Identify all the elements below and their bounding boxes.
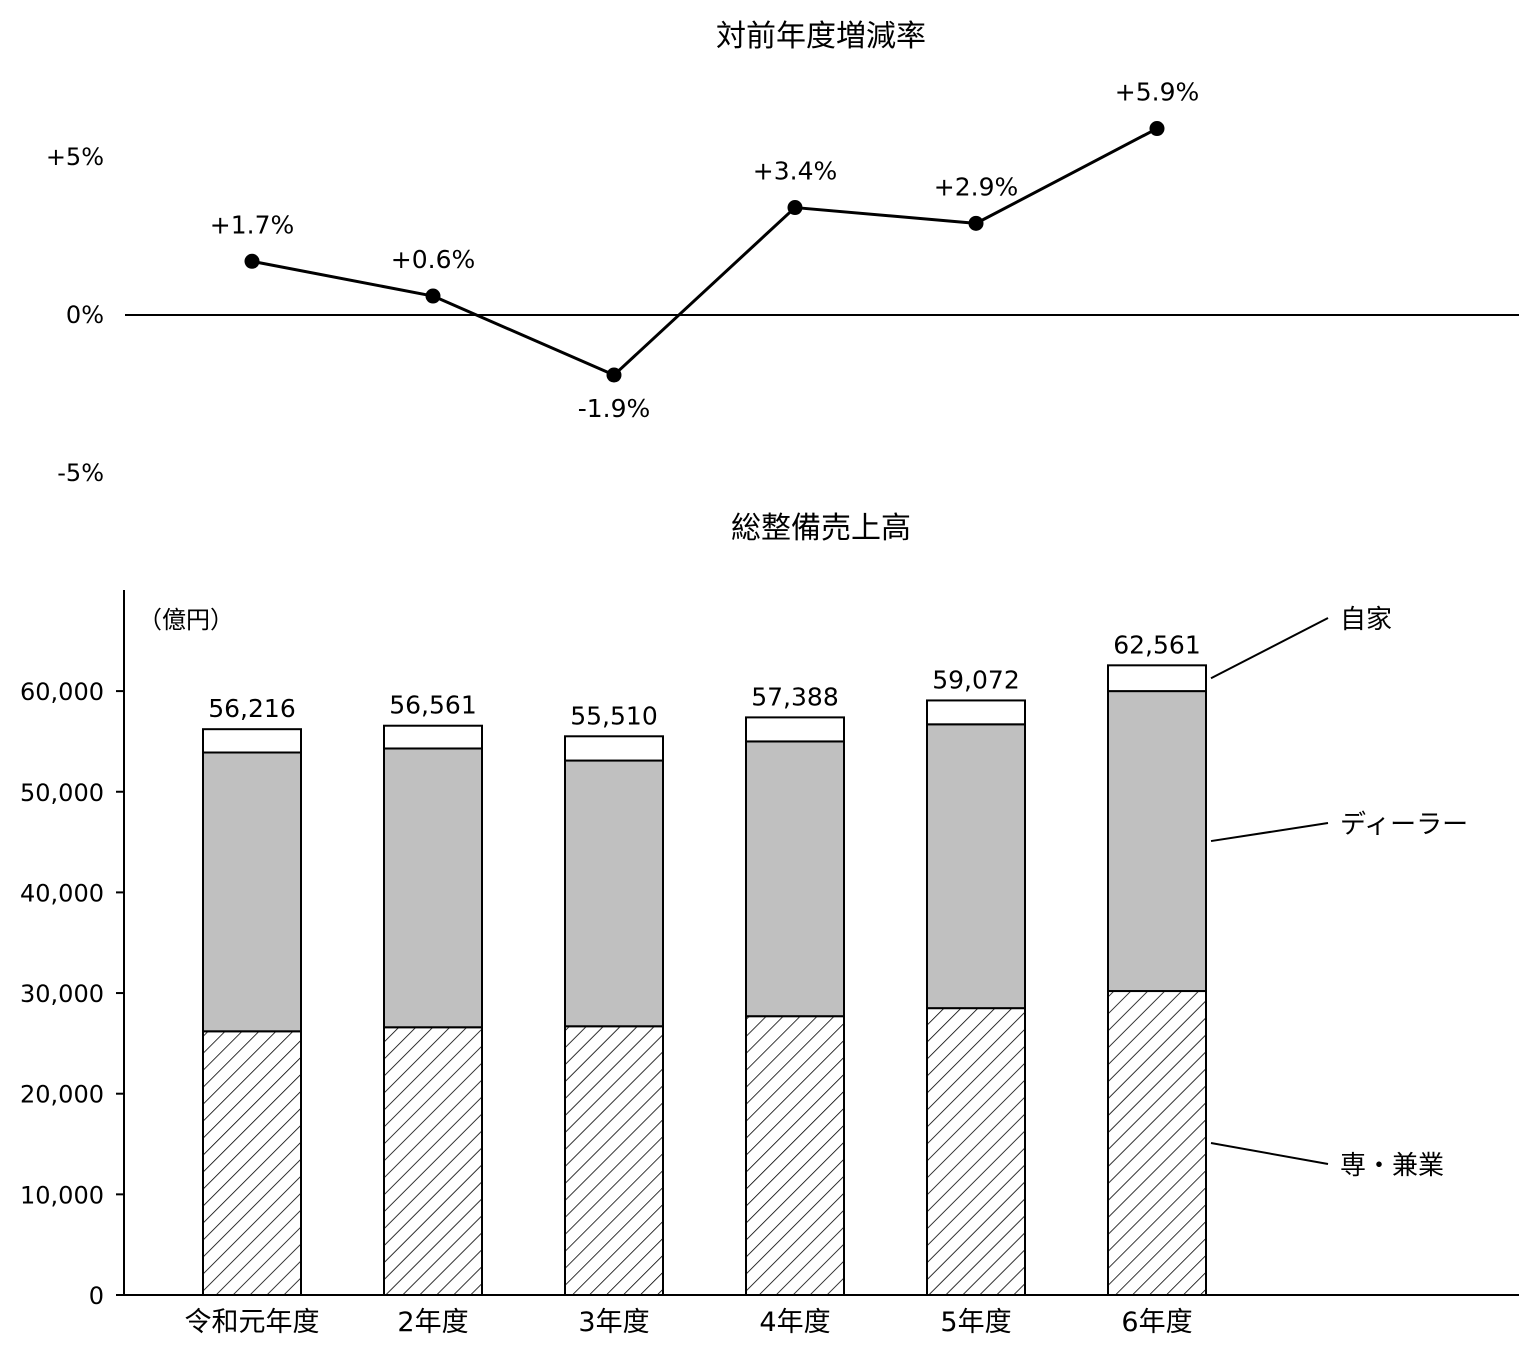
growth-rate-data-label: +0.6%: [391, 245, 475, 274]
sales-total-label: 56,216: [208, 694, 295, 723]
growth-rate-line: [251, 127, 1158, 377]
sales-bars: [202, 664, 1207, 1297]
sales-bar-segment-senken: [926, 1007, 1026, 1297]
growth-rate-y-tick-label: 0%: [66, 301, 104, 329]
sales-y-tick-label: 40,000: [20, 879, 104, 907]
sales-y-tick-label: 0: [89, 1282, 104, 1310]
growth-rate-point: [606, 367, 622, 383]
sales-bar-segment-dealer: [926, 723, 1026, 1010]
sales-y-tick-label: 60,000: [20, 678, 104, 706]
sales-legend-label: ディーラー: [1340, 810, 1468, 840]
growth-rate-y-tick-label: -5%: [57, 459, 104, 487]
growth-rate-data-label: +3.4%: [753, 157, 837, 186]
sales-bar-segment-dealer: [564, 759, 664, 1028]
sales-chart: 総整備売上高 （億円） 0 10,000 20,000 30,000 40,000 50,…: [20, 511, 1519, 1338]
sales-legend-label: 専・兼業: [1340, 1151, 1444, 1181]
sales-total-label: 55,510: [570, 701, 657, 730]
sales-legend: 専・兼業 ディーラー 自家: [1210, 605, 1468, 1181]
sales-category-label: 6年度: [1121, 1307, 1192, 1338]
growth-rate-point: [244, 253, 260, 269]
sales-category-label: 2年度: [397, 1307, 468, 1338]
sales-unit-label: （億円）: [138, 606, 234, 634]
sales-y-tick-label: 50,000: [20, 779, 104, 807]
sales-y-axis: 0 10,000 20,000 30,000 40,000 50,000 60,000: [20, 678, 124, 1310]
sales-legend-leader: [1210, 1142, 1329, 1165]
sales-legend-leader: [1210, 617, 1329, 680]
growth-rate-point: [968, 215, 984, 231]
sales-bar-segment-senken: [1107, 990, 1207, 1296]
growth-rate-data-label: +5.9%: [1115, 78, 1199, 107]
sales-bar-segment-dealer: [745, 740, 845, 1018]
growth-rate-point: [1149, 121, 1165, 137]
growth-rate-data-label: -1.9%: [578, 394, 651, 423]
sales-x-axis: 令和元年度 2年度 3年度 4年度 5年度 6年度: [185, 1307, 1193, 1338]
growth-rate-point: [787, 200, 803, 216]
growth-rate-y-axis: +5% 0% -5%: [46, 143, 104, 487]
growth-rate-point: [425, 288, 441, 304]
sales-total-label: 59,072: [932, 665, 1019, 694]
sales-bar-segment-jika: [926, 699, 1026, 726]
sales-legend-label: 自家: [1340, 605, 1392, 635]
sales-category-label: 5年度: [940, 1307, 1011, 1338]
sales-category-label: 3年度: [578, 1307, 649, 1338]
sales-bar-segment-senken: [564, 1025, 664, 1297]
sales-y-tick-label: 30,000: [20, 980, 104, 1008]
sales-bar-segment-senken: [202, 1030, 302, 1296]
sales-bar-segment-dealer: [1107, 690, 1207, 993]
sales-bar-segment-dealer: [202, 751, 302, 1033]
sales-category-label: 令和元年度: [185, 1307, 320, 1338]
growth-rate-y-tick-label: +5%: [46, 143, 104, 171]
sales-y-tick-label: 20,000: [20, 1081, 104, 1109]
growth-rate-series: [251, 127, 1158, 377]
sales-total-label: 57,388: [751, 682, 838, 711]
sales-bar-segment-jika: [383, 724, 483, 750]
sales-total-label: 62,561: [1113, 630, 1200, 659]
sales-bar-segment-jika: [564, 735, 664, 762]
growth-rate-data-label: +1.7%: [210, 210, 294, 239]
sales-chart-title: 総整備売上高: [731, 511, 911, 546]
growth-rate-points: [244, 121, 1165, 383]
sales-bar-segment-dealer: [383, 747, 483, 1029]
sales-bar-segment-jika: [745, 716, 845, 743]
sales-y-tick-label: 10,000: [20, 1181, 104, 1209]
growth-rate-chart: 対前年度増減率 +5% 0% -5% +1.7% +0.6% -1.9% +3.4% +2.…: [46, 19, 1519, 487]
sales-total-labels: 56,216 56,561 55,510 57,388 59,072 62,561: [208, 630, 1200, 730]
growth-rate-data-label: +2.9%: [934, 172, 1018, 201]
growth-rate-chart-title: 対前年度増減率: [716, 19, 926, 54]
sales-bar-segment-jika: [202, 728, 302, 754]
sales-bar-segment-senken: [745, 1015, 845, 1297]
sales-bar-segment-jika: [1107, 664, 1207, 693]
sales-category-label: 4年度: [759, 1307, 830, 1338]
sales-total-label: 56,561: [389, 691, 476, 720]
sales-bar-segment-senken: [383, 1026, 483, 1296]
growth-rate-data-labels: +1.7% +0.6% -1.9% +3.4% +2.9% +5.9%: [210, 78, 1199, 423]
sales-legend-leader: [1210, 822, 1329, 843]
